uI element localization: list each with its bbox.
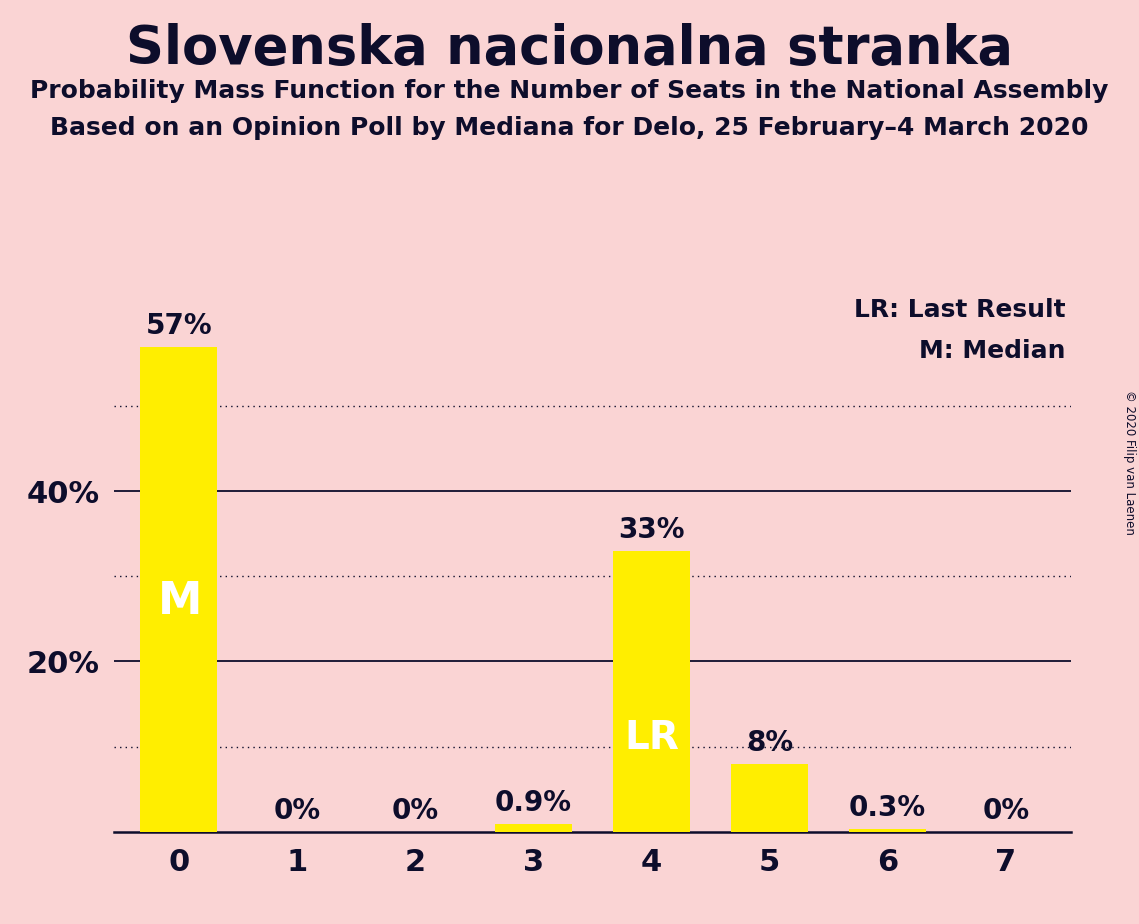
Text: 0%: 0% xyxy=(273,796,320,825)
Bar xyxy=(494,824,572,832)
Text: 8%: 8% xyxy=(746,729,793,757)
Bar xyxy=(850,829,926,832)
Text: M: M xyxy=(157,580,202,624)
Text: 0.9%: 0.9% xyxy=(494,789,572,817)
Text: Probability Mass Function for the Number of Seats in the National Assembly: Probability Mass Function for the Number… xyxy=(31,79,1108,103)
Bar xyxy=(613,551,690,832)
Text: LR: Last Result: LR: Last Result xyxy=(854,298,1066,322)
Text: © 2020 Filip van Laenen: © 2020 Filip van Laenen xyxy=(1123,390,1136,534)
Text: LR: LR xyxy=(624,719,679,757)
Bar xyxy=(140,346,218,832)
Text: 57%: 57% xyxy=(146,312,212,340)
Text: M: Median: M: Median xyxy=(919,338,1066,362)
Text: 0%: 0% xyxy=(982,796,1030,825)
Text: 0.3%: 0.3% xyxy=(849,795,926,822)
Text: 33%: 33% xyxy=(618,517,685,544)
Text: Based on an Opinion Poll by Mediana for Delo, 25 February–4 March 2020: Based on an Opinion Poll by Mediana for … xyxy=(50,116,1089,140)
Text: Slovenska nacionalna stranka: Slovenska nacionalna stranka xyxy=(126,23,1013,75)
Text: 0%: 0% xyxy=(392,796,439,825)
Bar xyxy=(731,763,808,832)
